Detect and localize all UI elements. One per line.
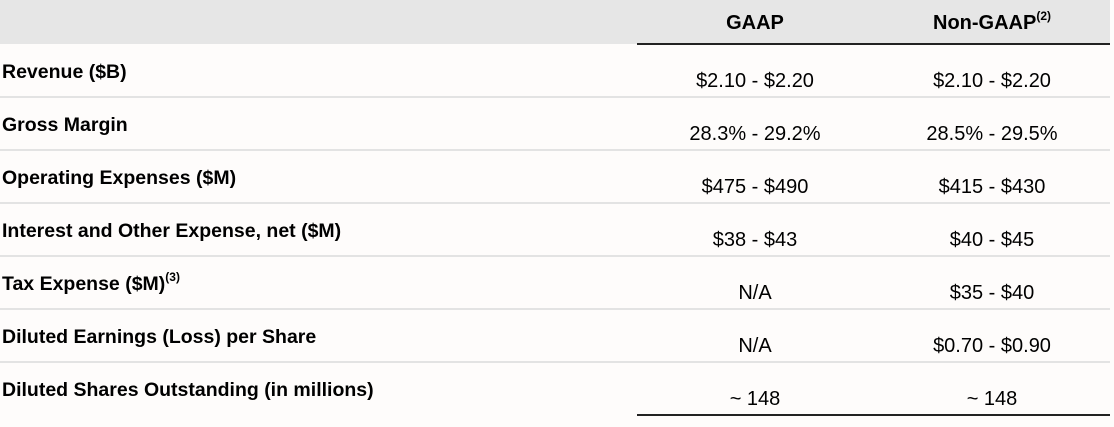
non-gaap-value: $415 - $430 <box>872 176 1112 199</box>
table-row: Revenue ($B) $2.10 - $2.20 $2.10 - $2.20 <box>0 45 1110 98</box>
gaap-value: 28.3% - 29.2% <box>635 123 875 146</box>
column-header-non-gaap-label: Non-GAAP <box>933 12 1036 34</box>
gaap-value: $38 - $43 <box>635 229 875 252</box>
row-label-text: Gross Margin <box>2 114 128 136</box>
table-row: Diluted Earnings (Loss) per Share N/A $0… <box>0 310 1110 363</box>
non-gaap-value: $0.70 - $0.90 <box>872 335 1112 358</box>
bottom-rule <box>637 414 1110 416</box>
footnote-ref: (3) <box>165 270 180 284</box>
row-label-text: Interest and Other Expense, net ($M) <box>2 220 341 242</box>
gaap-value: N/A <box>635 335 875 358</box>
non-gaap-value: $35 - $40 <box>872 282 1112 305</box>
row-label-text: Revenue ($B) <box>2 61 127 83</box>
non-gaap-value: ~ 148 <box>872 388 1112 411</box>
non-gaap-value: $40 - $45 <box>872 229 1112 252</box>
non-gaap-value: 28.5% - 29.5% <box>872 123 1112 146</box>
footnote-ref: (2) <box>1036 9 1051 23</box>
row-label-text: Operating Expenses ($M) <box>2 167 236 189</box>
table-row: Interest and Other Expense, net ($M) $38… <box>0 204 1110 257</box>
row-label: Revenue ($B) <box>2 61 127 84</box>
row-label: Diluted Shares Outstanding (in millions) <box>2 379 374 402</box>
column-header-gaap: GAAP <box>635 12 875 35</box>
table-row: Tax Expense ($M)(3) N/A $35 - $40 <box>0 257 1110 310</box>
row-label: Interest and Other Expense, net ($M) <box>2 220 341 243</box>
gaap-value: ~ 148 <box>635 388 875 411</box>
table-row: Diluted Shares Outstanding (in millions)… <box>0 363 1110 416</box>
row-label: Diluted Earnings (Loss) per Share <box>2 326 316 349</box>
row-label-text: Diluted Earnings (Loss) per Share <box>2 326 316 348</box>
table-header: GAAP Non-GAAP(2) <box>0 0 1110 44</box>
row-label-text: Tax Expense ($M) <box>2 273 165 295</box>
gaap-value: $475 - $490 <box>635 176 875 199</box>
row-label: Operating Expenses ($M) <box>2 167 236 190</box>
row-label-text: Diluted Shares Outstanding (in millions) <box>2 379 374 401</box>
gaap-value: N/A <box>635 282 875 305</box>
row-label: Tax Expense ($M)(3) <box>2 273 180 296</box>
column-header-non-gaap: Non-GAAP(2) <box>872 12 1112 35</box>
table-row: Operating Expenses ($M) $475 - $490 $415… <box>0 151 1110 204</box>
gaap-value: $2.10 - $2.20 <box>635 70 875 93</box>
table-row: Gross Margin 28.3% - 29.2% 28.5% - 29.5% <box>0 98 1110 151</box>
non-gaap-value: $2.10 - $2.20 <box>872 70 1112 93</box>
row-label: Gross Margin <box>2 114 128 137</box>
